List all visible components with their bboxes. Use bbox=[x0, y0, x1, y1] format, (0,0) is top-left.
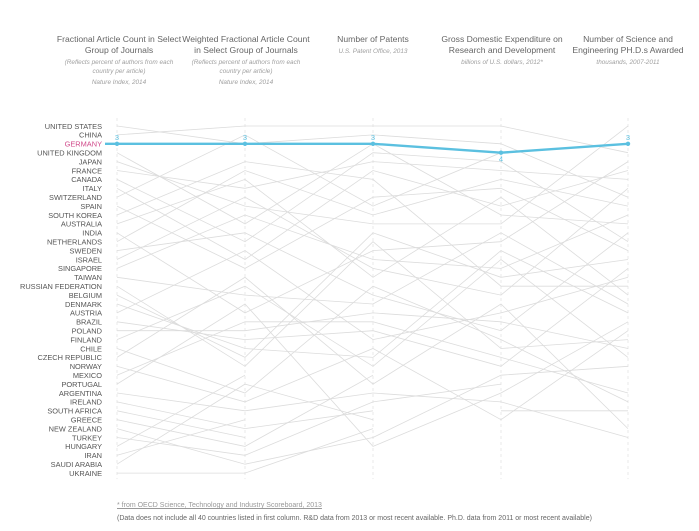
column-header-4: Gross Domestic Expenditure on Research a… bbox=[437, 34, 567, 67]
country-line-italy bbox=[116, 170, 629, 260]
country-line-iran bbox=[116, 410, 628, 456]
highlight-point bbox=[625, 141, 631, 146]
country-line-taiwan bbox=[116, 232, 629, 305]
country-line-czech-republic bbox=[116, 276, 629, 429]
column-header-5: Number of Science and Engineering PH.D.s… bbox=[563, 34, 693, 67]
country-label: NORWAY bbox=[70, 362, 102, 371]
country-label: UKRAINE bbox=[69, 469, 102, 478]
country-label: HUNGARY bbox=[65, 442, 102, 451]
country-line-united-kingdom bbox=[116, 143, 629, 225]
country-label: TURKEY bbox=[72, 433, 102, 442]
country-line-greece bbox=[116, 374, 374, 447]
country-label: IRELAND bbox=[70, 398, 102, 407]
country-line-australia bbox=[116, 178, 629, 296]
country-label: FINLAND bbox=[70, 335, 102, 344]
highlight-point bbox=[242, 141, 248, 146]
country-label: ITALY bbox=[83, 184, 103, 193]
highlight-point bbox=[370, 141, 376, 146]
highlight-point bbox=[114, 141, 120, 146]
country-label: NEW ZEALAND bbox=[49, 424, 102, 433]
country-label: TAIWAN bbox=[74, 273, 102, 282]
country-label: IRAN bbox=[84, 451, 102, 460]
country-line-singapore bbox=[116, 214, 629, 269]
country-label: UNITED KINGDOM bbox=[37, 149, 102, 158]
country-label: CHILE bbox=[80, 344, 102, 353]
country-label: SWITZERLAND bbox=[49, 193, 102, 202]
column-source: Nature Index, 2014 bbox=[91, 79, 147, 86]
country-label: CANADA bbox=[71, 175, 102, 184]
rank-label: 3 bbox=[626, 133, 630, 142]
country-line-turkey bbox=[116, 383, 502, 456]
country-label: CHINA bbox=[79, 131, 102, 140]
country-line-argentina bbox=[116, 392, 629, 438]
country-line-norway bbox=[116, 330, 629, 421]
column-title: Weighted Fractional Article Count in Sel… bbox=[182, 34, 310, 55]
country-line-ukraine bbox=[117, 428, 374, 474]
column-header-1: Fractional Article Count in Select Group… bbox=[54, 34, 184, 87]
country-label: SWEDEN bbox=[70, 246, 102, 255]
country-label: SOUTH AFRICA bbox=[47, 407, 102, 416]
country-label: BELGIUM bbox=[69, 291, 102, 300]
data-note: (Data does not include all 40 countries … bbox=[117, 515, 592, 522]
country-line-france bbox=[116, 161, 629, 189]
country-label: INDIA bbox=[82, 229, 102, 238]
column-source: Nature Index, 2014 bbox=[218, 79, 274, 86]
country-line-austria bbox=[116, 250, 629, 341]
country-label: FRANCE bbox=[72, 166, 102, 175]
country-label: SOUTH KOREA bbox=[48, 211, 102, 220]
highlight-point bbox=[498, 150, 504, 155]
rank-label: 3 bbox=[115, 133, 119, 142]
country-label: POLAND bbox=[72, 327, 102, 336]
column-source: thousands, 2007-2011 bbox=[596, 59, 660, 66]
country-line-united-states bbox=[116, 125, 629, 198]
rank-label: 4 bbox=[499, 155, 503, 164]
column-title: Fractional Article Count in Select Group… bbox=[56, 34, 182, 55]
column-header-2: Weighted Fractional Article Count in Sel… bbox=[181, 34, 311, 87]
oecd-footnote[interactable]: * from OECD Science, Technology and Indu… bbox=[117, 502, 322, 509]
country-label: GERMANY bbox=[65, 140, 102, 149]
country-label: AUSTRALIA bbox=[61, 220, 102, 229]
country-label: AUSTRIA bbox=[70, 309, 102, 318]
rank-label: 3 bbox=[371, 133, 375, 142]
country-label: ISRAEL bbox=[76, 255, 102, 264]
country-line-india bbox=[116, 161, 629, 314]
country-line-brazil bbox=[116, 268, 629, 367]
country-line-new-zealand bbox=[116, 365, 629, 465]
country-label: UNITED STATES bbox=[45, 122, 102, 131]
country-label: BRAZIL bbox=[76, 318, 102, 327]
country-label: NETHERLANDS bbox=[47, 238, 102, 247]
country-line-spain bbox=[116, 187, 629, 269]
country-label: RUSSIAN FEDERATION bbox=[20, 282, 102, 291]
country-label: SPAIN bbox=[80, 202, 102, 211]
country-label: MEXICO bbox=[73, 371, 102, 380]
country-line-china bbox=[116, 125, 629, 154]
country-label: CZECH REPUBLIC bbox=[38, 353, 103, 362]
column-source: billions of U.S. dollars, 2012* bbox=[461, 59, 543, 66]
country-line-saudi-arabia bbox=[116, 383, 374, 465]
country-label: DENMARK bbox=[65, 300, 102, 309]
country-line-chile bbox=[116, 285, 629, 403]
country-label: JAPAN bbox=[79, 157, 102, 166]
column-title: Number of Science and Engineering PH.D.s… bbox=[572, 34, 684, 55]
column-subtitle: (Reflects percent of authors from each c… bbox=[191, 59, 301, 75]
country-label: ARGENTINA bbox=[59, 389, 102, 398]
country-label: GREECE bbox=[71, 416, 102, 425]
column-source: U.S. Patent Office, 2013 bbox=[338, 48, 408, 55]
rank-label: 3 bbox=[243, 133, 247, 142]
column-subtitle: (Reflects percent of authors from each c… bbox=[64, 59, 174, 75]
column-title: Gross Domestic Expenditure on Research a… bbox=[441, 34, 563, 55]
country-line-south-korea bbox=[116, 161, 628, 287]
country-line-israel bbox=[116, 187, 629, 296]
country-label: SAUDI ARABIA bbox=[51, 460, 102, 469]
country-line-sweden bbox=[116, 232, 629, 332]
country-line-japan bbox=[116, 125, 629, 225]
country-label: SINGAPORE bbox=[58, 264, 102, 273]
country-line-portugal bbox=[116, 303, 629, 447]
column-header-3: Number of Patents U.S. Patent Office, 20… bbox=[308, 34, 438, 56]
country-line-netherlands bbox=[116, 170, 629, 243]
country-label: PORTUGAL bbox=[61, 380, 102, 389]
column-title: Number of Patents bbox=[337, 34, 409, 44]
